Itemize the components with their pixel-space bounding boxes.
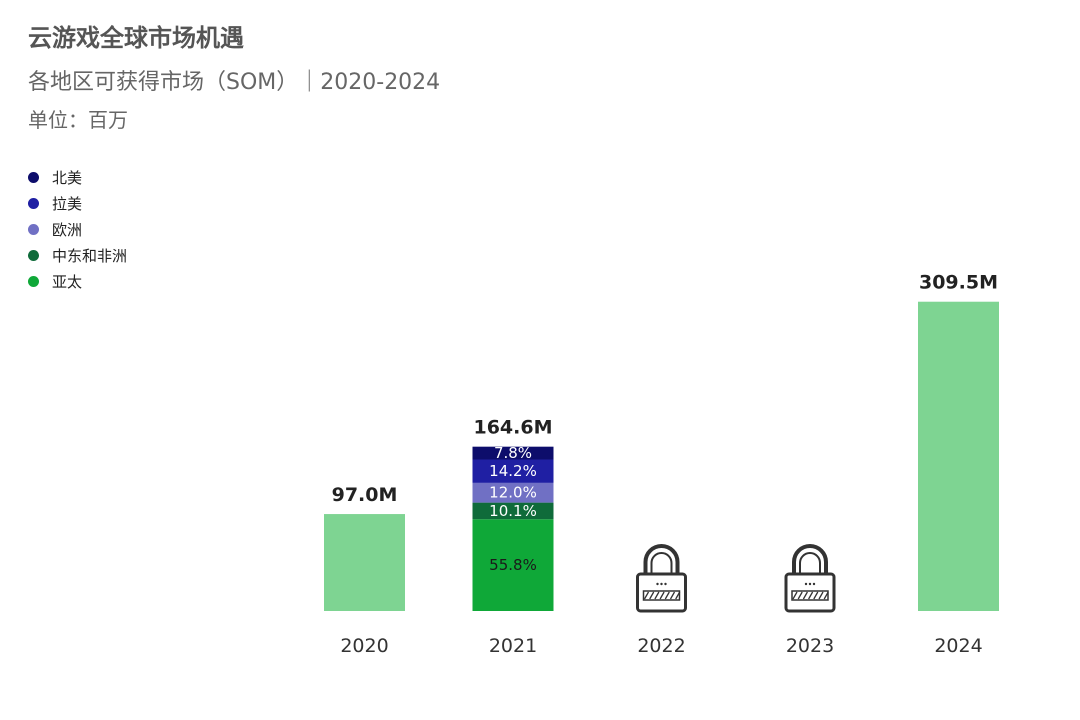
unit-label: 单位：百万 xyxy=(28,108,128,132)
segment-label: 14.2% xyxy=(489,462,537,480)
legend-item-north-america: 北美 xyxy=(28,164,127,190)
lock-icon xyxy=(784,544,836,613)
bar-total-label: 97.0M xyxy=(332,484,398,506)
legend-item-middle-east-africa: 中东和非洲 xyxy=(28,242,127,268)
bar-segment xyxy=(472,519,554,611)
legend-item-asia-pacific: 亚太 xyxy=(28,268,127,294)
x-tick-label: 2021 xyxy=(489,635,537,657)
legend-label: 欧洲 xyxy=(52,220,83,239)
lock-icon xyxy=(636,544,687,613)
legend-item-latin-america: 拉美 xyxy=(28,190,127,216)
legend-label: 拉美 xyxy=(52,194,83,213)
bar xyxy=(324,514,405,611)
bar-total-label: 164.6M xyxy=(473,417,552,439)
legend-swatch xyxy=(28,171,39,183)
bar xyxy=(918,301,999,611)
segment-label: 55.8% xyxy=(489,556,537,574)
bar-segment xyxy=(472,459,554,483)
bar-segment xyxy=(472,482,554,503)
legend-item-europe: 欧洲 xyxy=(28,216,127,242)
segment-label: 10.1% xyxy=(489,502,537,520)
bar-segment xyxy=(472,446,554,460)
bar-segment xyxy=(472,502,554,520)
legend-label: 北美 xyxy=(52,168,83,187)
x-tick-label: 2020 xyxy=(340,635,388,657)
segment-label: 12.0% xyxy=(489,484,537,502)
segment-label: 7.8% xyxy=(494,444,532,462)
legend-label: 中东和非洲 xyxy=(52,246,128,265)
x-tick-label: 2022 xyxy=(637,635,685,657)
x-tick-label: 2024 xyxy=(934,635,982,657)
chart-title: 云游戏全球市场机遇 xyxy=(28,24,244,52)
bar-total-label: 309.5M xyxy=(919,272,998,294)
legend-swatch xyxy=(28,275,39,287)
legend-label: 亚太 xyxy=(52,272,83,291)
legend-swatch xyxy=(28,197,39,209)
legend: 北美 拉美 欧洲 中东和非洲 亚太 xyxy=(28,164,127,294)
x-tick-label: 2023 xyxy=(786,635,834,657)
legend-swatch xyxy=(28,249,39,261)
legend-swatch xyxy=(28,223,39,235)
chart-subtitle: 各地区可获得市场（SOM）｜2020-2024 xyxy=(28,70,441,95)
